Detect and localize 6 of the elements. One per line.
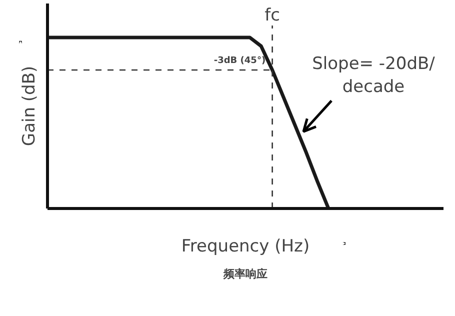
text: fc <box>264 6 280 26</box>
x-axis-title: Frequency (Hz) <box>181 236 310 256</box>
ref-line-label: -3dB (45°) <box>214 56 266 66</box>
text: 频率响应 <box>222 268 268 280</box>
annotation: Slope= -20dB/ decade <box>312 54 436 97</box>
y-axis-title: Gain (dB) <box>20 66 40 146</box>
